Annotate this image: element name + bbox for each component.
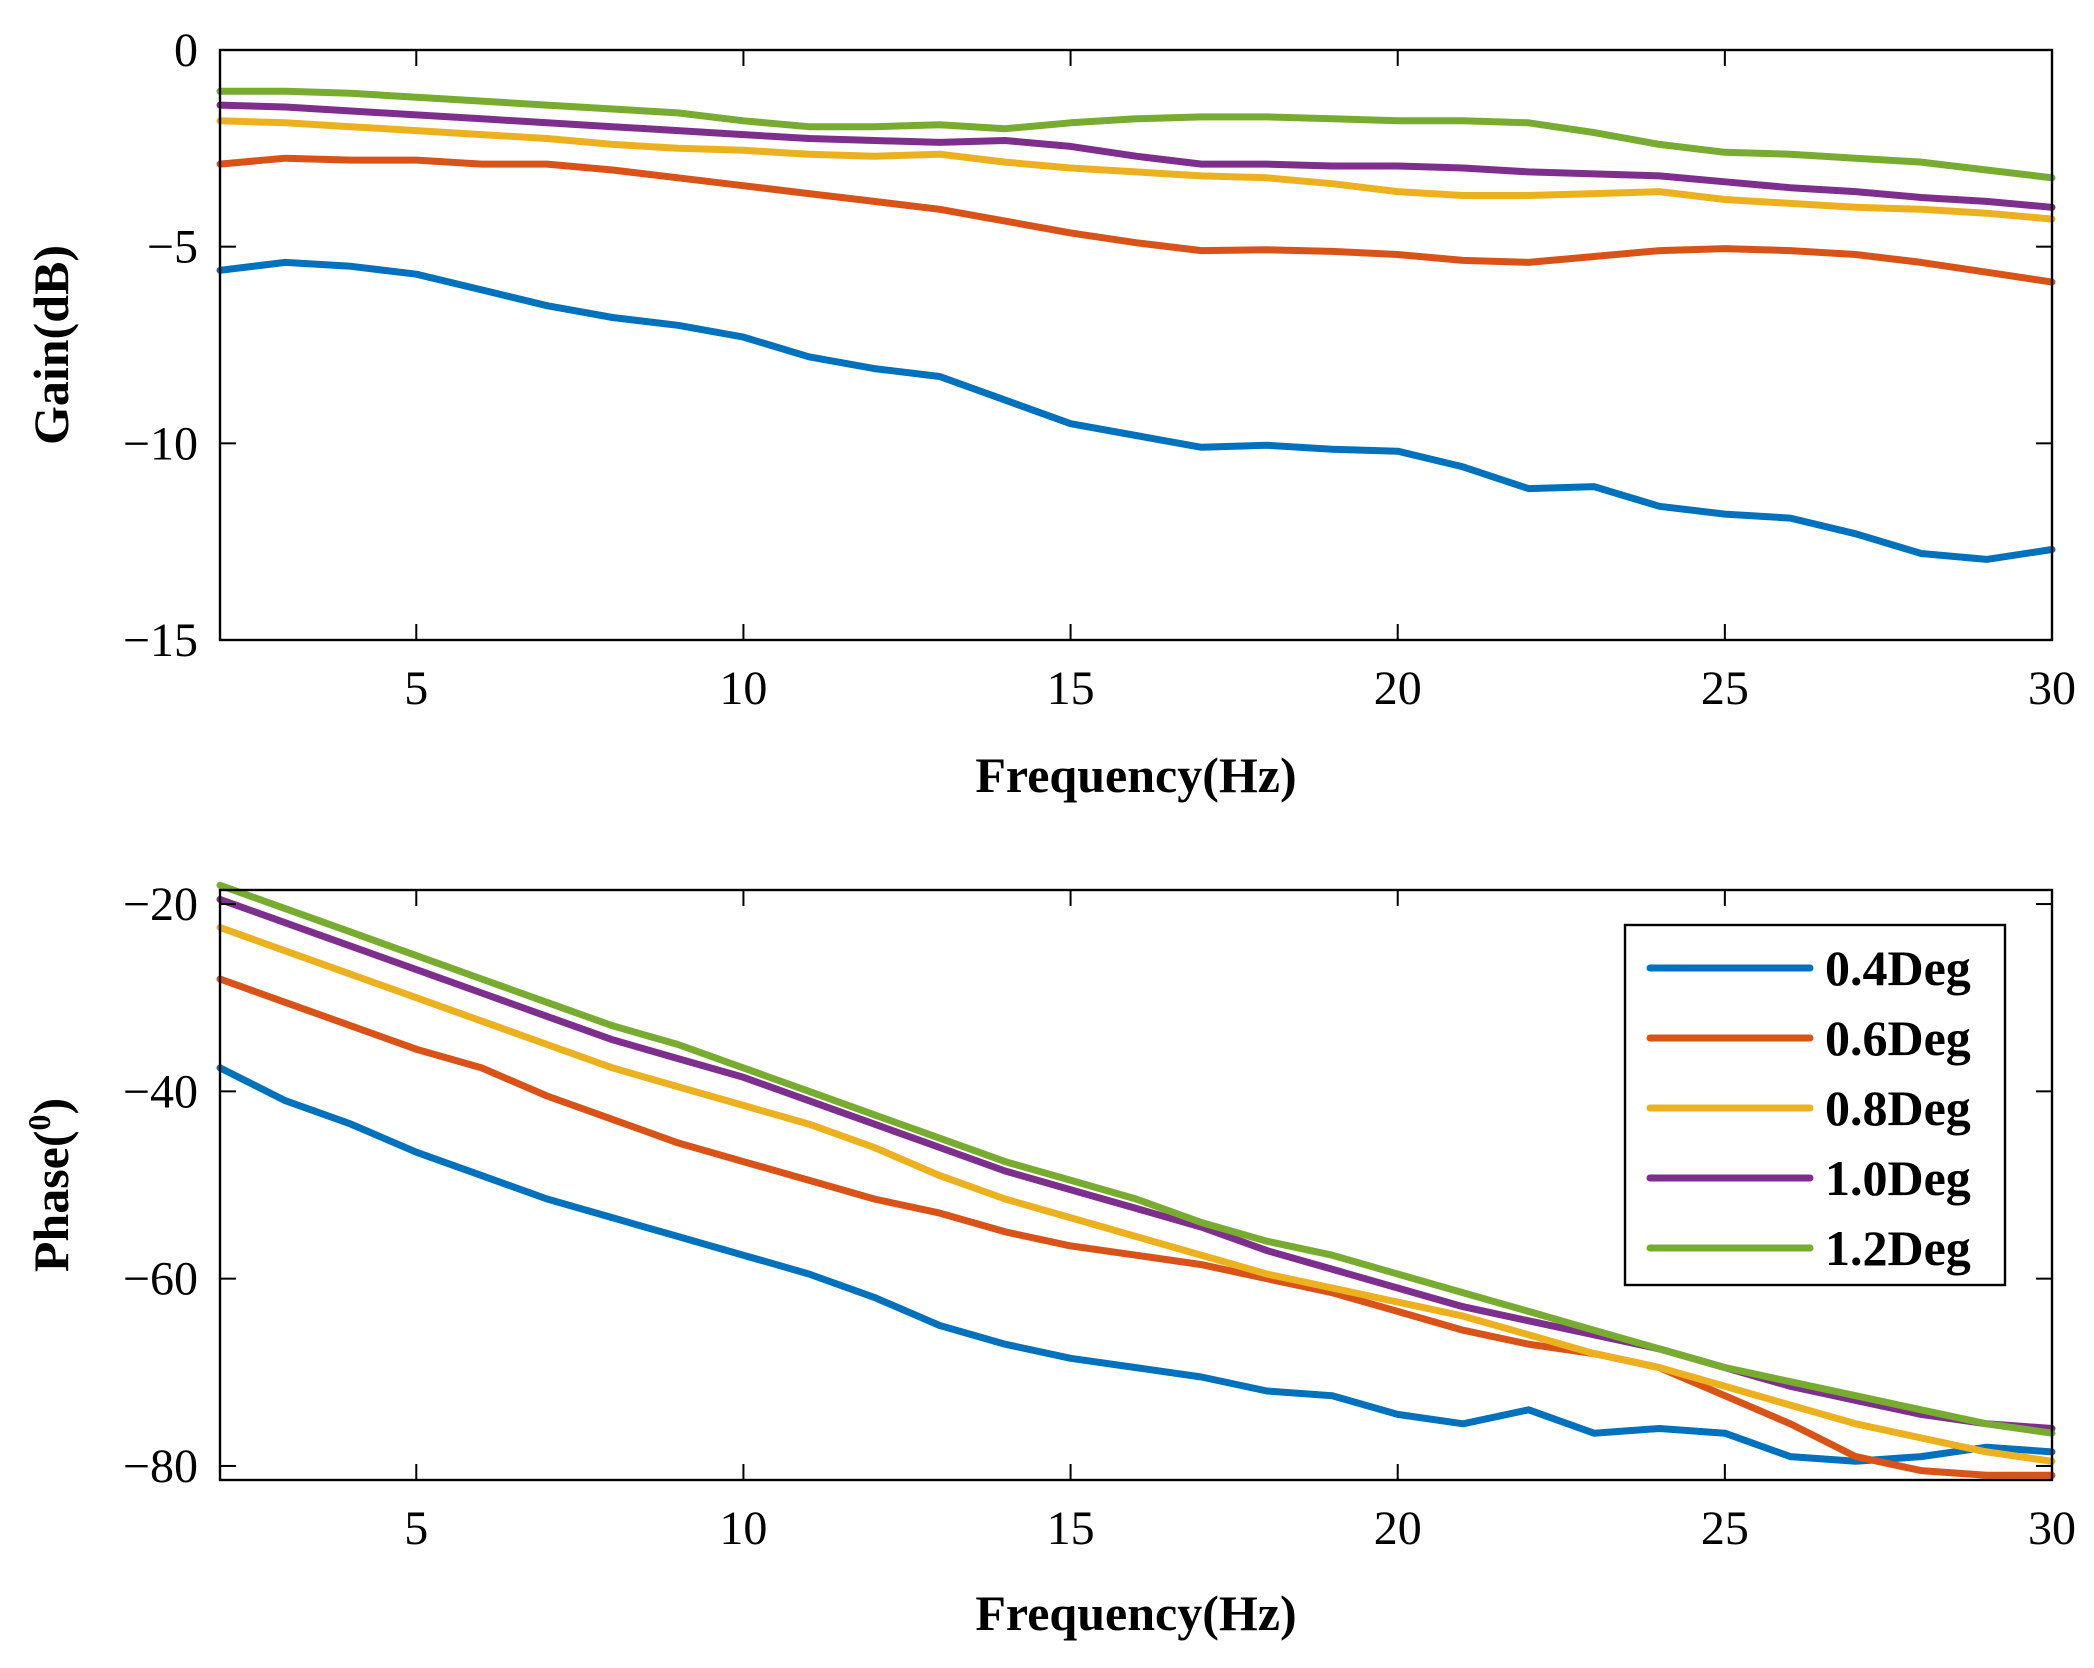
legend: 0.4Deg 0.6Deg 0.8Deg 1.0Deg 1.2Deg: [1623, 923, 2007, 1287]
gain-lines: [216, 87, 2056, 563]
phase-y-label-main: Phase(: [23, 1131, 79, 1273]
phase-y-tick-label-80: −80: [123, 1440, 198, 1493]
phase-chart: 5 10 15 20 25 30 −20 −40 −60 −80 Frequency(Hz) Ph…: [21, 878, 2076, 1641]
phase-x-tick-label-30: 30: [2028, 1502, 2076, 1555]
gain-y-tick-label-10: −10: [123, 417, 198, 470]
gain-x-axis-label: Frequency(Hz): [975, 747, 1296, 803]
phase-x-tick-label-5: 5: [404, 1502, 428, 1555]
phase-x-tick-label-10: 10: [719, 1502, 767, 1555]
gain-series-line-0-6deg: [216, 154, 2056, 286]
phase-y-label-superscript: 0: [21, 1115, 57, 1131]
legend-label-0-4deg: 0.4Deg: [1825, 940, 1971, 996]
gain-x-tick-label-30: 30: [2028, 662, 2076, 715]
gain-series-line-0-4deg: [216, 258, 2056, 563]
gain-series-line-1-2deg: [216, 87, 2056, 182]
gain-x-tick-label-10: 10: [719, 662, 767, 715]
phase-series-line-0-8deg: [216, 924, 2056, 1465]
phase-x-tick-label-25: 25: [1701, 1502, 1749, 1555]
legend-label-0-6deg: 0.6Deg: [1825, 1010, 1971, 1066]
gain-ticks: [220, 49, 2053, 641]
phase-series-line-1-2deg: [216, 881, 2056, 1437]
legend-label-1-0deg: 1.0Deg: [1825, 1150, 1971, 1206]
phase-y-tick-label-40: −40: [123, 1065, 198, 1118]
gain-series-line-1-0deg: [216, 101, 2056, 211]
phase-y-tick-label-60: −60: [123, 1253, 198, 1306]
phase-lines: [216, 881, 2056, 1479]
gain-y-tick-label-15: −15: [123, 614, 198, 667]
phase-x-tick-label-20: 20: [1374, 1502, 1422, 1555]
gain-y-tick-label-5: −5: [147, 221, 198, 274]
phase-y-axis-label: Phase(0): [21, 1098, 79, 1272]
gain-axes-box: [218, 48, 2054, 642]
gain-x-tick-label-25: 25: [1701, 662, 1749, 715]
phase-y-label-close: ): [23, 1098, 79, 1115]
phase-series-line-0-6deg: [216, 975, 2056, 1479]
phase-x-tick-label-15: 15: [1047, 1502, 1095, 1555]
legend-label-0-8deg: 0.8Deg: [1825, 1080, 1971, 1136]
gain-x-tick-label-5: 5: [404, 662, 428, 715]
gain-x-tick-label-15: 15: [1047, 662, 1095, 715]
phase-tick-labels: 5 10 15 20 25 30 −20 −40 −60 −80: [123, 878, 2076, 1555]
gain-tick-labels: 5 10 15 20 25 30 0 −5 −10 −15: [123, 24, 2076, 715]
phase-axes-box: [218, 888, 2054, 1482]
phase-x-axis-label: Frequency(Hz): [975, 1585, 1296, 1641]
gain-chart: 5 10 15 20 25 30 0 −5 −10 −15 Frequency(Hz) Gain(…: [23, 24, 2076, 803]
legend-label-1-2deg: 1.2Deg: [1825, 1220, 1971, 1276]
phase-ticks: [220, 890, 2053, 1480]
gain-y-axis-label: Gain(dB): [23, 245, 79, 445]
legend-items: 0.4Deg 0.6Deg 0.8Deg 1.0Deg 1.2Deg: [1646, 940, 1971, 1276]
phase-series-line-0-4deg: [216, 1064, 2056, 1465]
gain-x-tick-label-20: 20: [1374, 662, 1422, 715]
phase-y-tick-label-20: −20: [123, 878, 198, 931]
gain-y-tick-label-0: 0: [174, 24, 198, 77]
gain-series-line-0-8deg: [216, 117, 2056, 223]
